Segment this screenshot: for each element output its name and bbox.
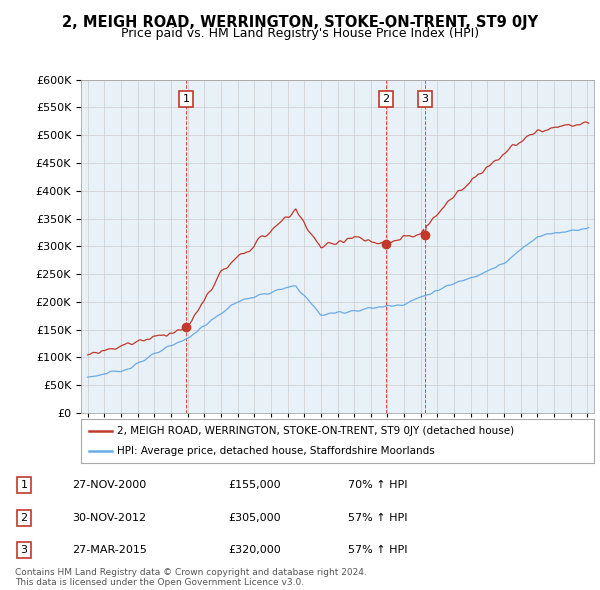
Text: 2: 2: [20, 513, 28, 523]
Text: 57% ↑ HPI: 57% ↑ HPI: [348, 513, 407, 523]
Text: 70% ↑ HPI: 70% ↑ HPI: [348, 480, 407, 490]
Text: HPI: Average price, detached house, Staffordshire Moorlands: HPI: Average price, detached house, Staf…: [117, 446, 434, 456]
Text: 27-MAR-2015: 27-MAR-2015: [72, 545, 147, 555]
Text: 2, MEIGH ROAD, WERRINGTON, STOKE-ON-TRENT, ST9 0JY (detached house): 2, MEIGH ROAD, WERRINGTON, STOKE-ON-TREN…: [117, 426, 514, 436]
Text: £320,000: £320,000: [228, 545, 281, 555]
Text: 1: 1: [20, 480, 28, 490]
Text: 3: 3: [421, 94, 428, 104]
Text: 2: 2: [383, 94, 389, 104]
Text: 3: 3: [20, 545, 28, 555]
Text: 27-NOV-2000: 27-NOV-2000: [72, 480, 146, 490]
Text: £305,000: £305,000: [228, 513, 281, 523]
Text: 57% ↑ HPI: 57% ↑ HPI: [348, 545, 407, 555]
Text: 1: 1: [183, 94, 190, 104]
Text: Contains HM Land Registry data © Crown copyright and database right 2024.
This d: Contains HM Land Registry data © Crown c…: [15, 568, 367, 587]
Text: £155,000: £155,000: [228, 480, 281, 490]
Text: 30-NOV-2012: 30-NOV-2012: [72, 513, 146, 523]
Text: Price paid vs. HM Land Registry's House Price Index (HPI): Price paid vs. HM Land Registry's House …: [121, 27, 479, 40]
Text: 2, MEIGH ROAD, WERRINGTON, STOKE-ON-TRENT, ST9 0JY: 2, MEIGH ROAD, WERRINGTON, STOKE-ON-TREN…: [62, 15, 538, 30]
